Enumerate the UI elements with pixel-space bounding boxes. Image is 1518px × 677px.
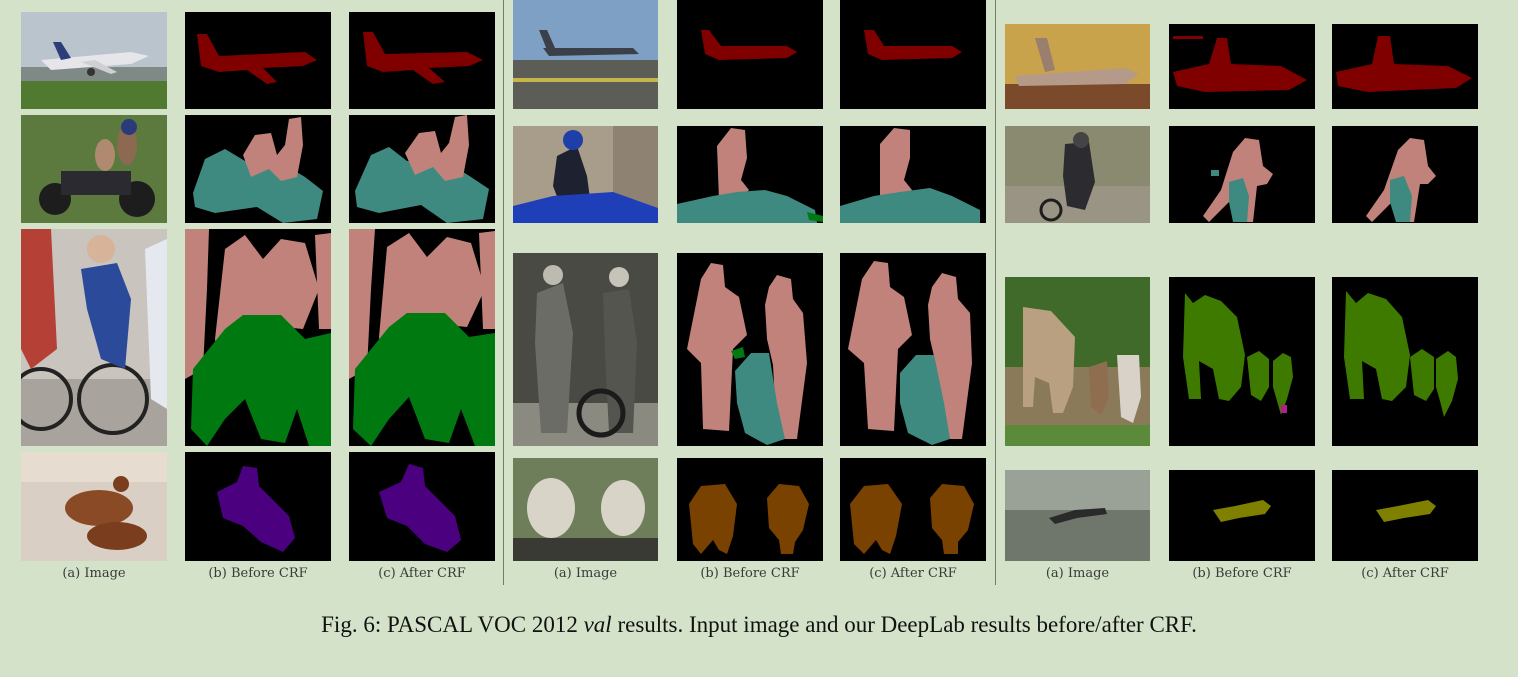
- caption-image-g2: (a) Image: [553, 566, 618, 581]
- image-dirt-bike-rider: [1005, 126, 1150, 223]
- image-family-on-motorbike: [21, 115, 167, 223]
- seg-before-dachshunds: [185, 452, 331, 561]
- group-divider-2: [995, 0, 996, 585]
- seg-after-two-sheep: [840, 458, 986, 561]
- caption-before-g3: (b) Before CRF: [1192, 566, 1292, 581]
- caption-after-g1: (c) After CRF: [378, 566, 466, 581]
- seg-after-dachshunds: [349, 452, 495, 561]
- caption-after-g3: (c) After CRF: [1361, 566, 1449, 581]
- seg-before-dirt-bike-rider: [1169, 126, 1315, 223]
- image-jet-on-tarmac: [513, 0, 658, 109]
- seg-after-dirt-bike-rider: [1332, 126, 1478, 223]
- caption-after-g2: (c) After CRF: [869, 566, 957, 581]
- seg-before-plane-at-sunset: [1169, 24, 1315, 109]
- caption-image-g1: (a) Image: [62, 566, 126, 581]
- seg-after-bird-over-water: [1332, 470, 1478, 561]
- figure-caption-emphasis: val: [583, 612, 612, 637]
- image-cows-in-field: [1005, 277, 1150, 446]
- seg-after-motorcyclist: [840, 126, 986, 223]
- image-bird-over-water: [1005, 470, 1150, 561]
- seg-before-cyclists: [185, 229, 331, 446]
- seg-before-couple-with-motorbike: [677, 253, 823, 446]
- seg-after-cyclists: [349, 229, 495, 446]
- caption-image-g3: (a) Image: [1045, 566, 1110, 581]
- seg-before-family-on-motorbike: [185, 115, 331, 223]
- seg-before-motorcyclist: [677, 126, 823, 223]
- image-couple-with-motorbike: [513, 253, 658, 446]
- seg-before-two-sheep: [677, 458, 823, 561]
- image-airplane-runway: [21, 12, 167, 109]
- seg-before-airplane-runway: [185, 12, 331, 109]
- figure-caption-prefix: Fig. 6: PASCAL VOC 2012: [321, 612, 584, 637]
- figure-caption: Fig. 6: PASCAL VOC 2012 val results. Inp…: [0, 612, 1518, 638]
- image-motorcyclist: [513, 126, 658, 223]
- seg-after-cows-in-field: [1332, 277, 1478, 446]
- image-two-sheep: [513, 458, 658, 561]
- seg-before-jet-on-tarmac: [677, 0, 823, 109]
- caption-before-g1: (b) Before CRF: [208, 566, 308, 581]
- figure-caption-suffix: results. Input image and our DeepLab res…: [611, 612, 1197, 637]
- seg-after-family-on-motorbike: [349, 115, 495, 223]
- caption-before-g2: (b) Before CRF: [700, 566, 800, 581]
- seg-before-bird-over-water: [1169, 470, 1315, 561]
- seg-after-airplane-runway: [349, 12, 495, 109]
- seg-after-plane-at-sunset: [1332, 24, 1478, 109]
- image-dachshunds: [21, 452, 167, 561]
- seg-after-couple-with-motorbike: [840, 253, 986, 446]
- image-cyclists: [21, 229, 167, 446]
- group-divider-1: [503, 0, 504, 585]
- image-plane-at-sunset: [1005, 24, 1150, 109]
- seg-after-jet-on-tarmac: [840, 0, 986, 109]
- seg-before-cows-in-field: [1169, 277, 1315, 446]
